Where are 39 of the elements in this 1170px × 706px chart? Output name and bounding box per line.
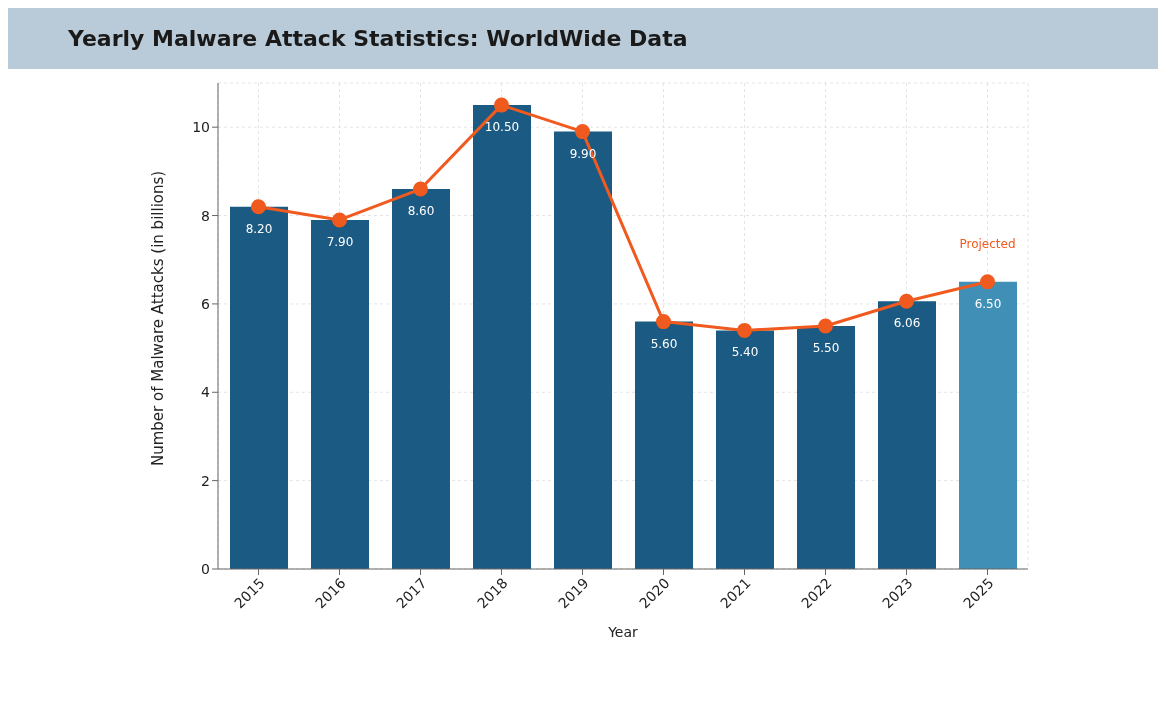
bar xyxy=(959,281,1017,569)
bar xyxy=(311,219,369,569)
point xyxy=(980,274,995,290)
data-label: 8.60 xyxy=(407,204,435,219)
y-tick-label: 6 xyxy=(201,295,211,312)
point xyxy=(251,199,266,215)
data-label: 6.50 xyxy=(974,296,1002,311)
data-label: 8.20 xyxy=(245,221,273,236)
point xyxy=(656,314,671,330)
bar xyxy=(797,326,855,569)
point xyxy=(494,97,509,113)
y-tick-label: 0 xyxy=(201,560,210,577)
chart-title: Yearly Malware Attack Statistics: WorldWide Data xyxy=(8,8,1158,69)
bar xyxy=(473,105,531,569)
point xyxy=(332,212,347,228)
point xyxy=(575,124,590,140)
data-label: 7.90 xyxy=(326,234,354,249)
bar xyxy=(230,206,288,569)
y-tick-label: 8 xyxy=(201,207,210,224)
data-label: 10.50 xyxy=(484,120,520,135)
point xyxy=(413,181,428,197)
bar xyxy=(878,301,936,569)
data-label: 5.40 xyxy=(731,345,759,360)
bar xyxy=(554,131,612,569)
x-axis-title: Year xyxy=(607,624,639,640)
bar xyxy=(392,189,450,569)
data-label: 5.60 xyxy=(650,336,678,351)
point xyxy=(818,318,833,334)
data-label: 5.50 xyxy=(812,341,840,355)
y-tick-label: 4 xyxy=(201,384,211,401)
y-axis-title: Number of Malware Attacks (in billions) xyxy=(149,170,168,466)
annotation: Projected xyxy=(959,236,1016,251)
bar xyxy=(716,330,774,569)
data-label: 6.06 xyxy=(893,316,921,331)
y-tick-label: 10 xyxy=(192,119,210,136)
bar xyxy=(635,321,693,569)
y-tick-label: 2 xyxy=(201,472,210,489)
point xyxy=(899,293,914,309)
point xyxy=(737,322,752,338)
